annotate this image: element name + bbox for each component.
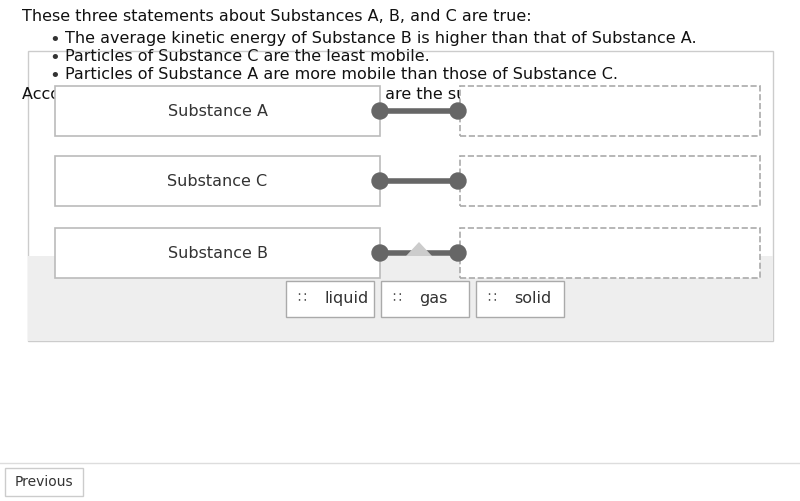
Text: •: • bbox=[50, 49, 60, 67]
Text: These three statements about Substances A, B, and C are true:: These three statements about Substances … bbox=[22, 9, 532, 24]
Text: Substance C: Substance C bbox=[167, 173, 267, 188]
Circle shape bbox=[450, 245, 466, 261]
FancyBboxPatch shape bbox=[28, 256, 773, 341]
Text: •: • bbox=[50, 31, 60, 49]
FancyBboxPatch shape bbox=[5, 468, 83, 496]
FancyBboxPatch shape bbox=[460, 86, 760, 136]
Text: Particles of Substance A are more mobile than those of Substance C.: Particles of Substance A are more mobile… bbox=[65, 67, 618, 82]
Circle shape bbox=[372, 173, 388, 189]
FancyBboxPatch shape bbox=[55, 228, 380, 278]
Text: ∷: ∷ bbox=[298, 292, 306, 306]
Text: liquid: liquid bbox=[324, 291, 368, 306]
FancyBboxPatch shape bbox=[460, 156, 760, 206]
Polygon shape bbox=[406, 242, 432, 256]
Text: The average kinetic energy of Substance B is higher than that of Substance A.: The average kinetic energy of Substance … bbox=[65, 31, 697, 46]
FancyBboxPatch shape bbox=[460, 228, 760, 278]
FancyBboxPatch shape bbox=[55, 156, 380, 206]
Circle shape bbox=[372, 245, 388, 261]
Text: gas: gas bbox=[419, 291, 447, 306]
Text: ∷: ∷ bbox=[393, 292, 402, 306]
FancyBboxPatch shape bbox=[55, 86, 380, 136]
FancyBboxPatch shape bbox=[381, 281, 469, 317]
Text: ∷: ∷ bbox=[487, 292, 497, 306]
Text: Substance A: Substance A bbox=[167, 104, 267, 119]
Text: Particles of Substance C are the least mobile.: Particles of Substance C are the least m… bbox=[65, 49, 430, 64]
Circle shape bbox=[450, 103, 466, 119]
Circle shape bbox=[450, 173, 466, 189]
Text: Previous: Previous bbox=[14, 475, 74, 489]
Text: solid: solid bbox=[514, 291, 551, 306]
Text: According to these statements, what phases are the substances in?: According to these statements, what phas… bbox=[22, 87, 566, 102]
Text: Substance B: Substance B bbox=[167, 245, 267, 261]
FancyBboxPatch shape bbox=[286, 281, 374, 317]
Circle shape bbox=[372, 103, 388, 119]
Text: •: • bbox=[50, 67, 60, 85]
FancyBboxPatch shape bbox=[28, 51, 773, 341]
FancyBboxPatch shape bbox=[476, 281, 564, 317]
